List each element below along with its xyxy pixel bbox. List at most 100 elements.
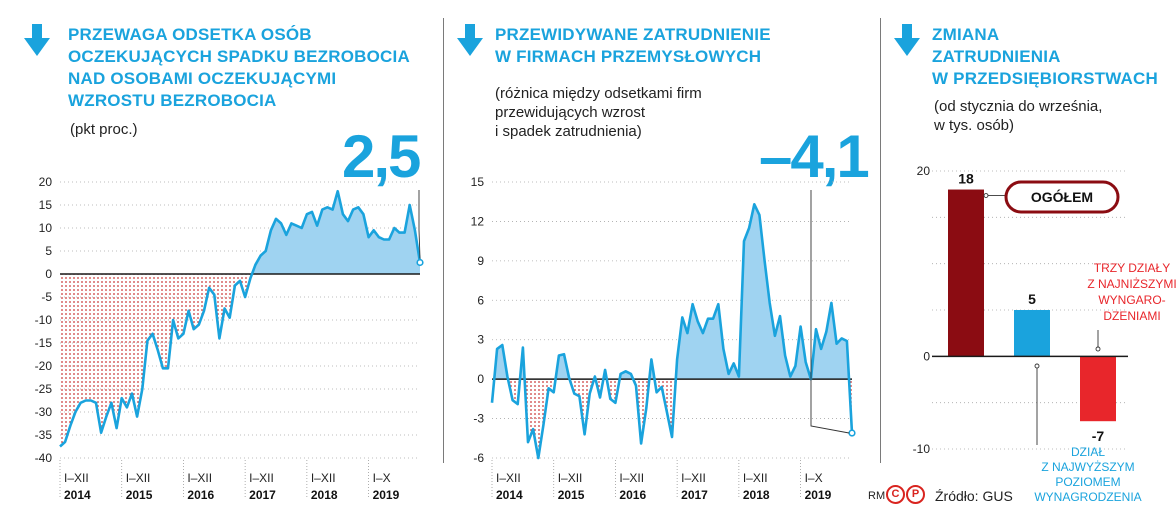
bar (1080, 356, 1116, 422)
annotation-low-wage-line: Z NAJNIŻSZYMI (1087, 277, 1176, 291)
series-line (59, 189, 422, 448)
annotation-low-wage-line: WYNGARO- (1098, 293, 1165, 307)
x-year-label: 2015 (558, 488, 585, 502)
x-year-label: 2017 (681, 488, 708, 502)
x-period-label: I–XII (496, 471, 521, 485)
title-line: ZATRUDNIENIA (932, 47, 1061, 66)
title-line: PRZEWIDYWANE ZATRUDNIENIE (495, 25, 771, 44)
x-year-label: 2016 (187, 488, 214, 502)
x-period-label: I–XII (126, 471, 151, 485)
annotation-high-wage-line: DZIAŁ (1071, 445, 1105, 459)
bar-value-label: 5 (1028, 291, 1036, 307)
title-line: OCZEKUJĄCYCH SPADKU BEZROBOCIA (68, 47, 410, 66)
title-line: NAD OSOBAMI OCZEKUJĄCYMI (68, 69, 337, 88)
x-period-label: I–XII (743, 471, 768, 485)
x-period-label: I–XII (64, 471, 89, 485)
y-tick-label: -20 (35, 359, 53, 373)
y-tick-label: 20 (917, 164, 931, 178)
panel-title: PRZEWIDYWANE ZATRUDNIENIE W FIRMACH PRZE… (495, 24, 771, 68)
chart-unemployment-expectations: 20151050-5-10-15-20-25-30-35-40I–XII2014… (35, 175, 424, 502)
arrow-down-icon (24, 24, 50, 56)
leader-dot (1095, 346, 1101, 352)
y-tick-label: -15 (35, 336, 53, 350)
annotation-high-wage-line: Z NAJWYŻSZYM (1041, 460, 1134, 474)
chart-employment-change: 20 0 -10 18 5 -7 OGÓŁEM TRZY DZIAŁY Z NAJNIŻSZYM… (913, 164, 1176, 504)
unit-label: (pkt proc.) (70, 121, 138, 138)
x-period-label: I–XII (558, 471, 583, 485)
panel-title: ZMIANA ZATRUDNIENIA W PRZEDSIĘBIORSTWACH (932, 24, 1158, 90)
x-year-label: 2016 (619, 488, 646, 502)
x-year-label: 2018 (743, 488, 770, 502)
y-tick-label: 20 (39, 175, 53, 189)
panel-unemployment-expectations: PRZEWAGA ODSETKA OSÓB OCZEKUJĄCYCH SPADK… (0, 0, 440, 507)
negative-area (60, 274, 420, 447)
copyright-p-icon: P (906, 485, 925, 504)
copyright-c-icon: C (886, 485, 905, 504)
leader-dot (1034, 363, 1040, 369)
subtitle-note: (od stycznia do września, w tys. osób) (934, 97, 1102, 135)
annotation-high-wage-line: POZIOMEM (1055, 475, 1120, 489)
rm-credit: RM (868, 490, 886, 502)
source-label: Źródło: GUS (935, 488, 1013, 504)
y-tick-label: 12 (471, 214, 485, 228)
bar-value-label: -7 (1092, 428, 1105, 444)
x-year-label: 2015 (126, 488, 153, 502)
y-tick-label: 9 (477, 254, 484, 268)
x-year-label: 2019 (373, 488, 400, 502)
y-tick-label: -5 (41, 290, 52, 304)
x-period-label: I–XII (311, 471, 336, 485)
highlight-value: 2,5 (342, 123, 421, 190)
title-line: WZROSTU BEZROBOCIA (68, 91, 277, 110)
leader-dot (983, 193, 989, 198)
note-line: przewidujących wzrost (495, 104, 646, 121)
y-tick-label: -6 (473, 451, 484, 465)
y-tick-label: 10 (39, 221, 53, 235)
arrow-down-icon (894, 24, 920, 56)
x-year-label: 2014 (64, 488, 91, 502)
y-tick-label: -40 (35, 451, 53, 465)
y-tick-label: -3 (473, 412, 484, 426)
y-tick-label: 0 (477, 372, 484, 386)
title-line: W PRZEDSIĘBIORSTWACH (932, 69, 1158, 88)
y-tick-label: -30 (35, 405, 53, 419)
y-tick-label: 0 (923, 349, 930, 363)
leader-line (810, 190, 850, 434)
total-callout-box (1004, 180, 1120, 214)
x-year-label: 2014 (496, 488, 523, 502)
positive-area (60, 191, 420, 274)
y-tick-label: 3 (477, 333, 484, 347)
y-tick-label: -35 (35, 428, 53, 442)
note-line: w tys. osób) (934, 117, 1015, 134)
leader-line (418, 190, 421, 259)
panel-industrial-employment: PRZEWIDYWANE ZATRUDNIENIE W FIRMACH PRZE… (445, 0, 875, 507)
y-tick-label: -10 (35, 313, 53, 327)
annotation-high-wage-line: WYNAGRODZENIA (1034, 490, 1141, 504)
annotation-low-wage-line: TRZY DZIAŁY (1094, 261, 1170, 275)
x-year-label: 2017 (249, 488, 276, 502)
bar-value-label: 18 (958, 171, 974, 187)
bar (1014, 310, 1050, 357)
title-line: W FIRMACH PRZEMYSŁOWYCH (495, 47, 762, 66)
x-year-label: 2018 (311, 488, 338, 502)
chart-industrial-employment: 15 12 9 6 3 0 -3 -6 I–XII 2014 I–XII 2015 I–XII 2016 I… (471, 175, 856, 502)
panel-title: PRZEWAGA ODSETKA OSÓB OCZEKUJĄCYCH SPADK… (68, 24, 410, 112)
highlight-value: –4,1 (759, 123, 870, 190)
title-line: ZMIANA (932, 25, 1000, 44)
y-tick-label: 15 (39, 198, 53, 212)
total-callout-label: OGÓŁEM (1031, 188, 1093, 205)
y-tick-label: 0 (45, 267, 52, 281)
panel-employment-change: ZMIANA ZATRUDNIENIA W PRZEDSIĘBIORSTWACH… (882, 0, 1176, 507)
note-line: i spadek zatrudnienia) (495, 123, 642, 140)
note-line: (od stycznia do września, (934, 98, 1103, 115)
x-period-label: I–XII (187, 471, 212, 485)
title-line: PRZEWAGA ODSETKA OSÓB (68, 25, 312, 44)
arrow-down-icon (457, 24, 483, 56)
y-tick-label: 15 (471, 175, 485, 189)
x-period-label: I–XII (619, 471, 644, 485)
x-period-label: I–X (373, 471, 391, 485)
y-tick-label: -10 (913, 442, 931, 456)
panel-divider (443, 18, 444, 463)
panel-divider (880, 18, 881, 463)
x-period-label: I–X (805, 471, 823, 485)
y-tick-label: -25 (35, 382, 53, 396)
